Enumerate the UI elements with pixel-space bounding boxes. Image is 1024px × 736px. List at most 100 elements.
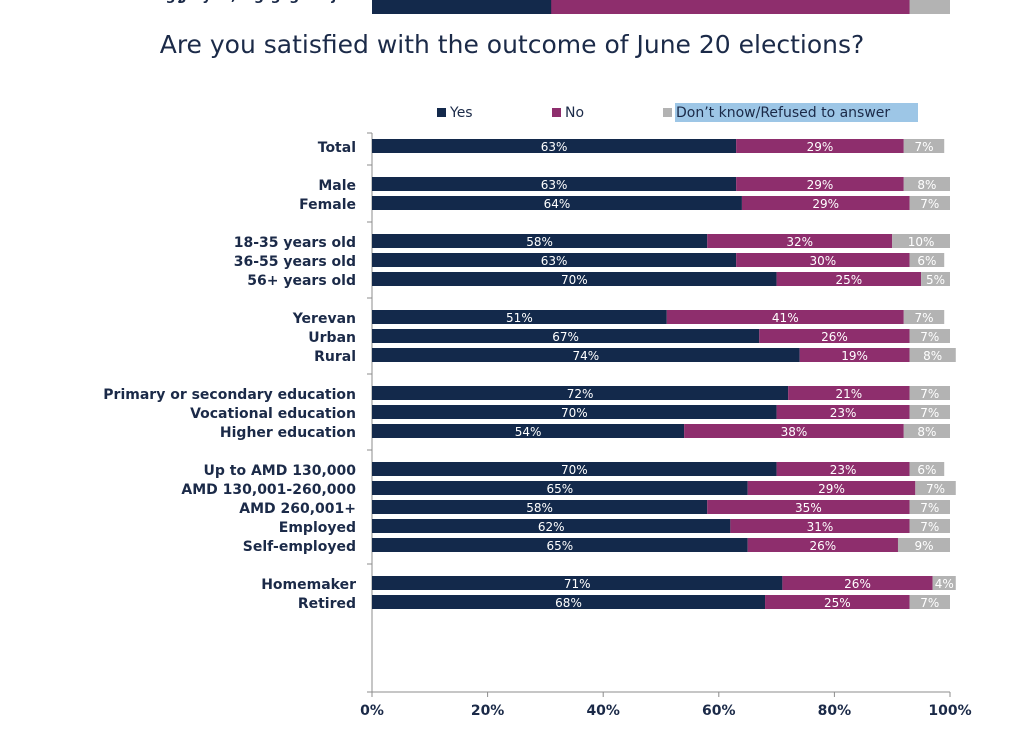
legend-label: Yes — [449, 105, 473, 121]
data-label: 7% — [920, 330, 939, 344]
bar-segment-yes — [372, 405, 777, 419]
legend-swatch — [663, 108, 672, 117]
bar-segment-dont-know — [909, 253, 945, 267]
bar-segment-yes — [372, 481, 748, 495]
bar-segment-yes — [372, 538, 748, 552]
category-label: Employed — [279, 520, 356, 536]
bar-segment-dont-know — [909, 329, 950, 343]
category-label: Unemployed, looking for job — [132, 0, 356, 4]
data-label: 23% — [830, 406, 857, 420]
data-label: 64% — [544, 197, 571, 211]
bar-segment-yes — [372, 234, 708, 248]
data-label: 7% — [920, 501, 939, 515]
category-label: Self-employed — [243, 539, 356, 555]
data-label: 7% — [920, 0, 939, 3]
category-label: Up to AMD 130,000 — [204, 463, 357, 479]
data-label: 7% — [914, 311, 933, 325]
data-label: 6% — [917, 463, 936, 477]
bar-segment-yes — [372, 310, 667, 324]
bar-segment-no — [707, 500, 910, 514]
legend-highlight — [675, 103, 918, 122]
bar-segment-dont-know — [909, 0, 950, 14]
bar-segment-yes — [372, 519, 731, 533]
chart-title: Are you satisfied with the outcome of Ju… — [159, 30, 865, 59]
bar-segment-yes — [372, 196, 742, 210]
data-label: 7% — [920, 387, 939, 401]
category-label: Homemaker — [261, 577, 356, 593]
bar-segment-yes — [372, 595, 766, 609]
bar-segment-no — [788, 386, 910, 400]
bar-segment-dont-know — [897, 538, 950, 552]
category-label: AMD 130,001-260,000 — [181, 482, 356, 498]
legend-swatch — [552, 108, 561, 117]
bar-segment-yes — [372, 576, 783, 590]
bar-segment-no — [747, 481, 916, 495]
data-label: 29% — [807, 178, 834, 192]
category-label: Higher education — [220, 425, 356, 441]
bar-segment-no — [741, 196, 910, 210]
data-label: 38% — [781, 425, 808, 439]
data-label: 72% — [567, 387, 594, 401]
bar-segment-dont-know — [909, 462, 945, 476]
data-label: 26% — [810, 539, 837, 553]
data-label: 41% — [772, 311, 799, 325]
bar-segment-dont-know — [909, 348, 956, 362]
bar-segment-yes — [372, 500, 708, 514]
chart-bars: 63% 29% 7% 63% 29% 8% 64% 29% 7% 58% 32% 10% 63% 30% 6… — [372, 0, 956, 610]
category-label: 18-35 years old — [234, 235, 356, 251]
legend-label: Don’t know/Refused to answer — [676, 105, 890, 121]
category-label: Yerevan — [292, 311, 356, 327]
bar-segment-dont-know — [932, 576, 956, 590]
data-label: 62% — [717, 0, 744, 3]
bar-segment-no — [765, 595, 910, 609]
data-label: 30% — [810, 254, 837, 268]
category-label: Male — [318, 178, 356, 194]
data-label: 8% — [917, 178, 936, 192]
bar-segment-no — [736, 253, 910, 267]
category-label: Armenia heading in the wrong direction — [41, 0, 356, 4]
legend-swatch — [437, 108, 446, 117]
data-label: 62% — [538, 520, 565, 534]
category-label: Armenia heading in the right direction — [52, 0, 356, 4]
data-label: 25% — [836, 273, 863, 287]
bar-segment-dont-know — [909, 500, 950, 514]
data-label: 29% — [807, 140, 834, 154]
bar-segment-no — [684, 424, 904, 438]
bar-segment-dont-know — [903, 177, 950, 191]
x-tick-label: 80% — [818, 703, 852, 719]
bar-segment-dont-know — [903, 424, 950, 438]
data-label: 65% — [547, 539, 574, 553]
bar-segment-no — [776, 462, 910, 476]
bar-segment-dont-know — [909, 196, 950, 210]
data-label: 5% — [926, 273, 945, 287]
x-tick-label: 0% — [360, 703, 384, 719]
data-label: 54% — [515, 425, 542, 439]
data-label: 29% — [812, 197, 839, 211]
data-label: 9% — [914, 539, 933, 553]
category-label: Vocational education — [190, 406, 356, 422]
bar-segment-dont-know — [909, 519, 950, 533]
data-label: 7% — [920, 596, 939, 610]
bar-segment-no — [759, 329, 910, 343]
data-label: 31% — [448, 0, 475, 3]
data-label: 26% — [821, 330, 848, 344]
data-label: 4% — [935, 577, 954, 591]
bar-segment-yes — [372, 139, 737, 153]
data-label: 67% — [552, 330, 579, 344]
data-label: 70% — [561, 273, 588, 287]
bar-segment-dont-know — [903, 310, 945, 324]
data-label: 68% — [555, 596, 582, 610]
data-label: 19% — [841, 349, 868, 363]
bar-segment-no — [666, 310, 904, 324]
bar-segment-dont-know — [915, 481, 956, 495]
data-label: 35% — [795, 501, 822, 515]
category-label: Rural — [314, 349, 356, 365]
bar-segment-yes — [372, 386, 789, 400]
bar-segment-no — [730, 519, 910, 533]
bar-segment-yes — [372, 424, 685, 438]
bar-segment-dont-know — [909, 405, 950, 419]
data-label: 65% — [547, 482, 574, 496]
bar-segment-no — [776, 405, 910, 419]
data-label: 7% — [920, 197, 939, 211]
data-label: 32% — [786, 235, 813, 249]
